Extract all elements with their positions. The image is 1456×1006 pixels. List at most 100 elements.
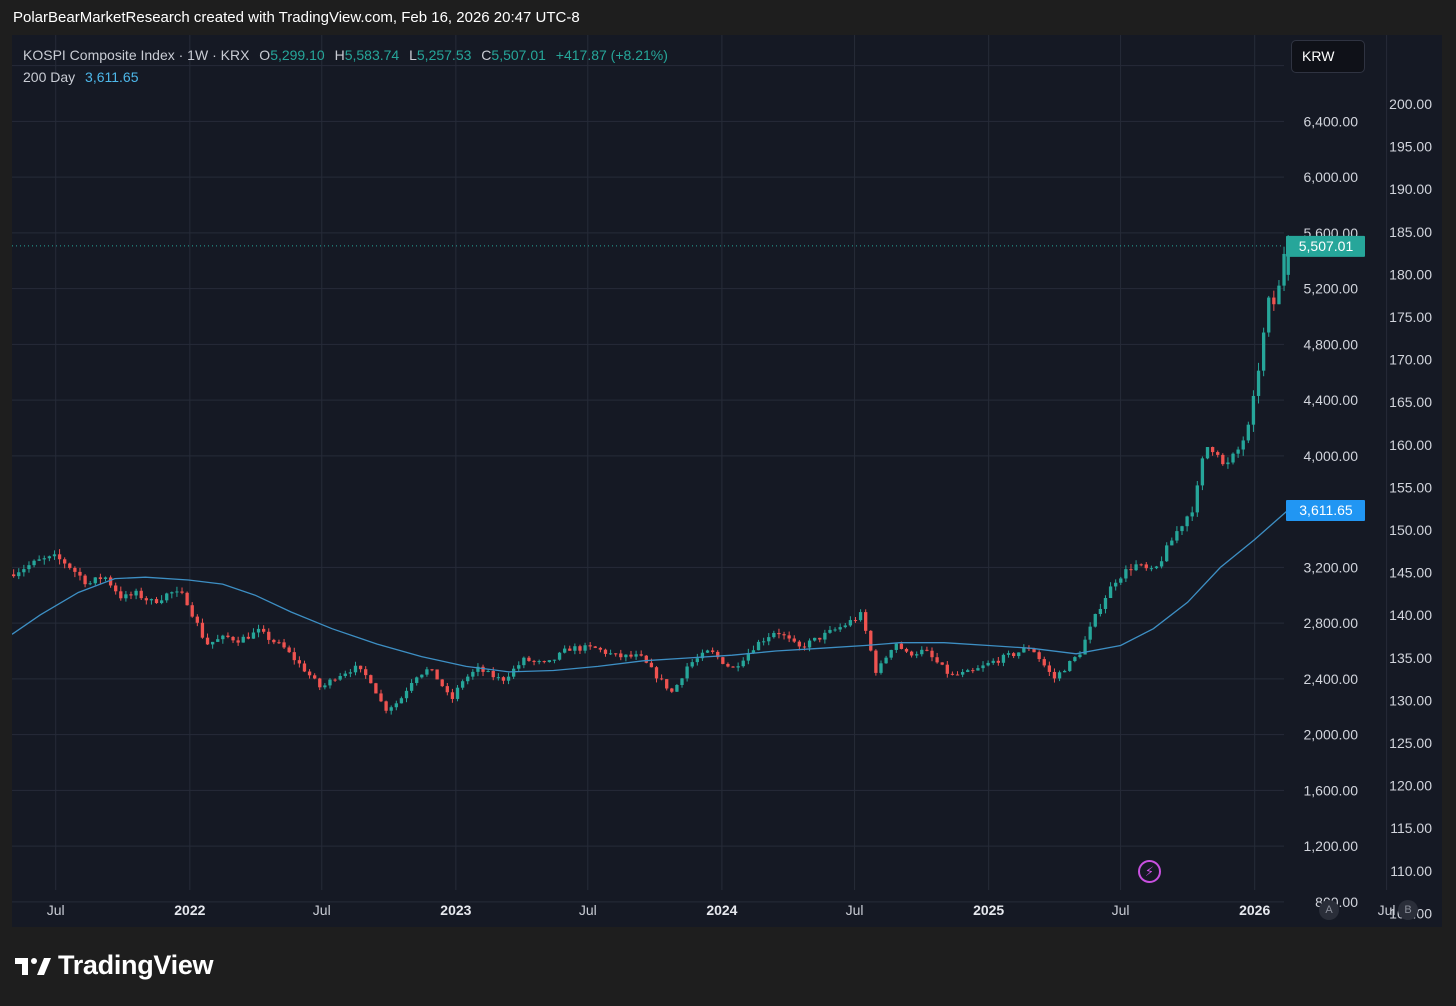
candle-body (971, 670, 975, 672)
candle-body (996, 660, 1000, 663)
candle-body (338, 676, 342, 680)
candle-body (838, 627, 842, 630)
candle-body (445, 686, 449, 693)
candle-body (884, 657, 888, 664)
secondary-axis-label: 165.00 (1389, 394, 1432, 410)
candle-body (777, 632, 781, 635)
candle-body (547, 660, 552, 663)
last-price-badge (1286, 235, 1365, 257)
price-axis-label: 3,200.00 (1304, 559, 1359, 575)
candle-body (1226, 462, 1230, 465)
candle-body (369, 675, 373, 684)
candle-body (726, 663, 730, 667)
time-axis-label: Jul (313, 902, 331, 918)
candle-body (78, 571, 82, 576)
candle-body (751, 650, 756, 653)
candle-body (287, 647, 291, 653)
candle-body (1195, 485, 1199, 513)
candle-body (986, 662, 990, 666)
candle-body (1001, 654, 1006, 663)
candle-body (491, 670, 495, 678)
candle-body (675, 684, 679, 692)
time-axis-label: Jul (846, 902, 864, 918)
candle-body (695, 658, 699, 663)
candle-body (149, 599, 154, 601)
ma-label: 200 Day (23, 69, 76, 85)
candle-body (904, 648, 909, 652)
price-axis-label: 6,400.00 (1304, 113, 1359, 129)
candle-body (797, 641, 802, 647)
candle-body (563, 648, 567, 653)
candle-body (399, 698, 404, 704)
candle-body (450, 692, 455, 699)
secondary-axis-label: 150.00 (1389, 522, 1432, 538)
candle-body (833, 629, 837, 631)
ma-row[interactable]: 200 Day 3,611.65 (23, 68, 668, 90)
candle-body (231, 636, 235, 641)
axis-b-button[interactable]: B (1398, 900, 1418, 920)
candle-body (899, 643, 904, 649)
candle-body (945, 664, 949, 674)
candle-body (869, 630, 873, 651)
candle-body (853, 620, 858, 622)
candle-body (486, 670, 490, 672)
candle-body (501, 677, 506, 681)
candle-body (506, 676, 511, 681)
candle-body (313, 675, 317, 679)
secondary-axis-label: 120.00 (1389, 778, 1432, 794)
time-axis-label: Jul (1112, 902, 1130, 918)
candle-body (690, 662, 694, 667)
candle-body (358, 665, 363, 670)
candle-body (333, 679, 337, 681)
price-axis-label: 6,000.00 (1304, 169, 1359, 185)
currency-button[interactable]: KRW (1291, 40, 1365, 73)
candle-body (374, 683, 378, 694)
price-axis-label: 4,000.00 (1304, 448, 1359, 464)
candle-body (251, 632, 256, 639)
candle-body (1170, 540, 1174, 546)
candle-body (1272, 297, 1276, 305)
candle-body (828, 629, 832, 633)
chart-area[interactable]: 800.00 1,200.00 1,600.00 2,000.00 2,400.00 2,… (12, 35, 1442, 927)
candle-body (1216, 452, 1220, 455)
candle-body (537, 661, 541, 663)
candle-body (1093, 613, 1097, 627)
candle-body (1052, 671, 1057, 679)
candle-body (955, 674, 960, 676)
candle-body (1083, 639, 1087, 655)
candle-body (37, 559, 41, 561)
candle-body (267, 631, 271, 640)
candle-body (1251, 395, 1256, 425)
candle-body (292, 652, 296, 661)
candle-body (17, 572, 21, 577)
axis-a-button[interactable]: A (1319, 900, 1339, 920)
candle-body (129, 594, 133, 596)
symbol-label[interactable]: KOSPI Composite Index · 1W · KRX (23, 47, 250, 63)
candle-body (588, 645, 592, 647)
time-axis-label: 2026 (1239, 902, 1270, 918)
candle-body (598, 647, 603, 650)
candle-body (119, 591, 123, 599)
candle-body (195, 616, 199, 623)
candle-body (1185, 516, 1189, 527)
candle-body (981, 665, 985, 669)
candle-body (200, 622, 205, 638)
tradingview-logo[interactable]: TradingView (15, 950, 214, 981)
candle-body (960, 671, 965, 675)
candle-body (73, 567, 77, 572)
candle-body (185, 592, 189, 606)
candle-body (98, 577, 103, 579)
candle-body (1165, 545, 1169, 562)
candle-body (787, 635, 791, 639)
candle-body (68, 563, 72, 568)
candle-body (455, 687, 460, 699)
candle-body (813, 637, 817, 641)
candle-body (608, 653, 613, 655)
candle-body (915, 654, 919, 656)
time-axis-label: Jul (47, 902, 65, 918)
lightning-icon[interactable]: ⚡ (1138, 860, 1161, 883)
price-chart[interactable]: 800.001,200.001,600.002,000.002,400.002,… (12, 35, 1442, 927)
secondary-axis-label: 195.00 (1389, 139, 1432, 155)
candle-body (680, 678, 684, 685)
candle-body (1078, 654, 1082, 658)
